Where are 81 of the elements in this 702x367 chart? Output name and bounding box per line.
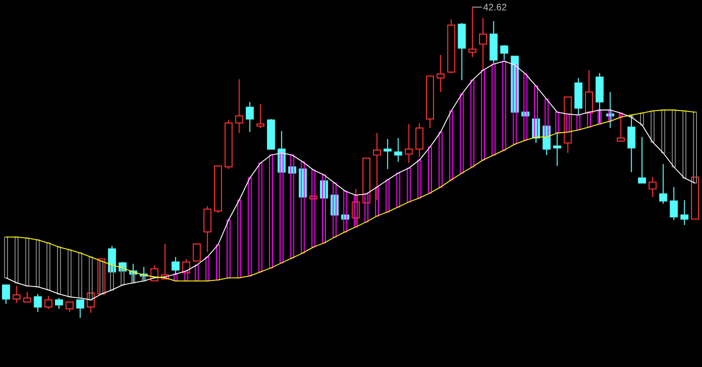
bar <box>57 246 61 294</box>
candlestick <box>44 295 52 310</box>
bar <box>523 73 528 141</box>
bar <box>332 182 337 238</box>
candlestick <box>500 44 508 60</box>
annotation: 42.62 <box>483 4 506 10</box>
bar <box>99 260 104 294</box>
candlestick <box>203 206 212 253</box>
bar <box>174 274 178 282</box>
bar <box>216 244 220 280</box>
candlestick <box>2 284 10 304</box>
bar <box>14 236 19 284</box>
bar <box>205 256 210 282</box>
candlestick <box>34 293 42 312</box>
bar <box>555 112 560 134</box>
bar <box>68 249 72 298</box>
bar <box>449 110 454 180</box>
bar <box>618 112 623 118</box>
candlestick <box>66 302 74 312</box>
candlestick <box>394 137 402 162</box>
bar <box>438 132 443 188</box>
bar <box>672 110 676 168</box>
bar <box>460 94 464 174</box>
candlestick <box>384 138 392 170</box>
candlestick <box>235 78 244 134</box>
bar <box>343 190 348 232</box>
bar <box>598 110 602 124</box>
candlestick <box>458 22 466 81</box>
bar <box>269 154 273 268</box>
bar <box>120 267 125 286</box>
candlestick <box>256 104 264 129</box>
bar <box>311 169 316 248</box>
bar <box>25 238 30 286</box>
bar <box>492 64 496 156</box>
bar <box>248 178 252 276</box>
bar <box>512 64 517 145</box>
candlestick <box>23 291 32 303</box>
bar <box>364 193 368 222</box>
candlestick <box>76 299 84 318</box>
bar <box>46 242 50 290</box>
bar <box>375 186 379 216</box>
candlestick <box>648 176 657 198</box>
bar <box>470 80 474 168</box>
bar <box>300 161 305 254</box>
bar <box>650 110 655 143</box>
candlestick <box>246 101 254 133</box>
bar <box>396 172 400 208</box>
bar <box>386 179 390 212</box>
bar <box>481 70 485 161</box>
bar <box>290 154 294 258</box>
candlestick <box>670 186 678 221</box>
bar <box>661 110 666 154</box>
bar <box>502 60 506 151</box>
candlestick <box>627 114 636 173</box>
candlestick <box>415 122 424 158</box>
bar <box>640 112 644 126</box>
bar <box>4 236 8 278</box>
bar <box>406 168 411 202</box>
bar <box>428 146 432 194</box>
bar <box>36 239 40 288</box>
candlestick <box>468 6 476 58</box>
bar <box>682 110 686 179</box>
candlestick <box>616 112 625 142</box>
bar <box>258 162 262 272</box>
bar <box>226 220 231 278</box>
bar <box>417 160 422 198</box>
bar <box>693 112 697 184</box>
bar <box>566 114 570 133</box>
candlestick <box>12 285 21 304</box>
candlestick <box>638 136 646 184</box>
candlestick <box>436 54 445 92</box>
bar <box>322 174 326 244</box>
bar <box>237 200 242 278</box>
candlestick <box>659 164 668 204</box>
candlestick <box>680 200 688 226</box>
bar <box>576 114 580 130</box>
bar <box>629 114 634 118</box>
candlestick <box>192 243 201 262</box>
candlestick <box>404 123 413 164</box>
bar <box>194 264 199 282</box>
candlestick <box>55 298 63 310</box>
